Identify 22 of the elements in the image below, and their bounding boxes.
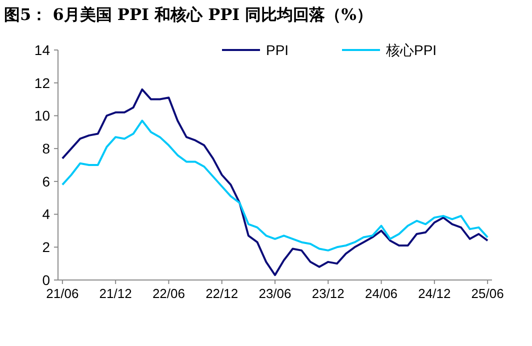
x-tick-label: 22/12: [206, 286, 238, 301]
x-tick-label: 21/06: [46, 286, 79, 301]
y-tick-label: 4: [42, 206, 50, 222]
y-tick-label: 10: [34, 108, 50, 124]
y-tick-label: 8: [42, 140, 50, 156]
line-series: [61, 88, 489, 276]
x-tick-label: 25/06: [471, 286, 504, 301]
legend-label: 核心PPI: [385, 42, 437, 58]
x-tick-label: 23/12: [312, 286, 344, 301]
y-tick-label: 6: [42, 173, 50, 190]
legend-label: PPI: [266, 42, 289, 58]
y-tick-label: 14: [34, 42, 50, 58]
x-tick-label: 21/12: [99, 286, 132, 301]
y-tick-label: 12: [34, 74, 50, 91]
chart-title: 图5： 6月美国 PPI 和核心 PPI 同比均回落（%）: [4, 5, 372, 24]
y-tick-label: 2: [42, 239, 50, 256]
x-tick-label: 22/06: [152, 286, 185, 301]
x-tick-label: 23/06: [258, 286, 292, 301]
line-series: [61, 120, 489, 252]
x-tick-label: 24/12: [418, 286, 451, 301]
y-tick-label: 0: [42, 272, 50, 288]
x-tick-label: 24/06: [365, 286, 398, 301]
